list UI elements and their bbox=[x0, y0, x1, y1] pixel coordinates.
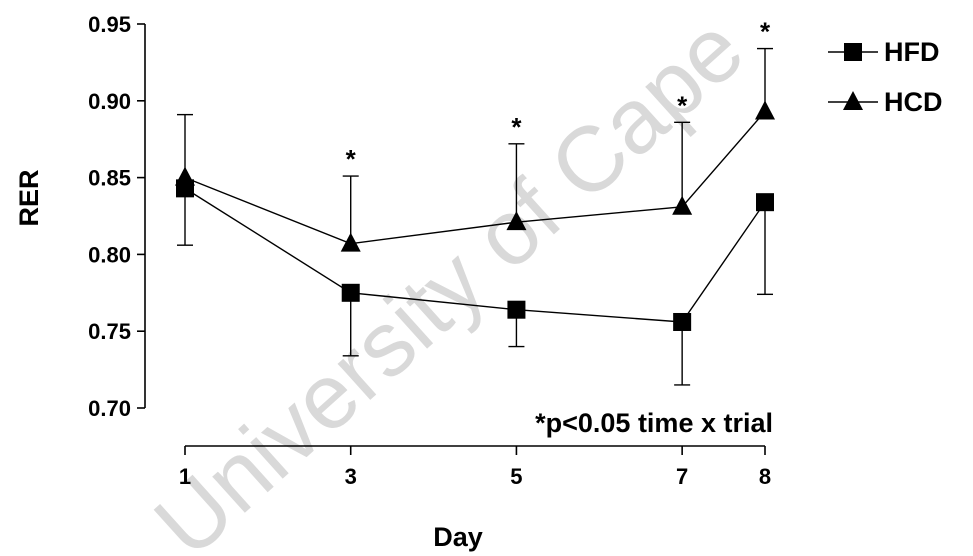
y-tick-label: 0.75 bbox=[88, 319, 131, 344]
y-axis-label: RER bbox=[14, 169, 44, 226]
significance-asterisk: * bbox=[760, 17, 771, 47]
x-tick-label: 1 bbox=[179, 464, 191, 489]
y-tick-label: 0.70 bbox=[88, 396, 131, 421]
legend: HFD HCD bbox=[828, 37, 943, 117]
legend-hcd-marker bbox=[843, 91, 863, 110]
y-tick-label: 0.80 bbox=[88, 242, 131, 267]
y-tick-label: 0.90 bbox=[88, 89, 131, 114]
significance-asterisk: * bbox=[511, 112, 522, 142]
series-layer: * * * * bbox=[175, 17, 775, 386]
y-tick-label: 0.85 bbox=[88, 166, 131, 191]
watermark: University of Cape bbox=[136, 0, 763, 556]
hcd-marker bbox=[175, 166, 195, 186]
hcd-marker bbox=[672, 195, 693, 215]
x-tick-label: 8 bbox=[759, 464, 771, 489]
x-axis-label: Day bbox=[433, 522, 483, 552]
axes: 0.70 0.75 0.80 0.85 0.90 0.95 1 3 5 7 8 bbox=[88, 12, 771, 489]
hfd-marker bbox=[673, 312, 692, 331]
hcd-marker bbox=[340, 232, 361, 252]
significance-annotation: *p<0.05 time x trial bbox=[535, 408, 773, 438]
hfd-marker bbox=[756, 193, 774, 212]
hfd-marker bbox=[341, 283, 360, 302]
legend-hcd-label: HCD bbox=[884, 87, 943, 117]
legend-hfd-marker bbox=[844, 43, 862, 61]
hcd-marker bbox=[506, 211, 527, 231]
x-tick-label: 5 bbox=[510, 464, 522, 489]
x-tick-label: 7 bbox=[676, 464, 688, 489]
significance-asterisk: * bbox=[677, 90, 688, 120]
x-tick-label: 3 bbox=[345, 464, 357, 489]
significance-asterisk: * bbox=[346, 144, 357, 174]
hfd-marker bbox=[507, 300, 526, 319]
y-tick-label: 0.95 bbox=[88, 12, 131, 37]
hcd-marker bbox=[755, 100, 775, 120]
legend-hfd-label: HFD bbox=[884, 37, 940, 67]
